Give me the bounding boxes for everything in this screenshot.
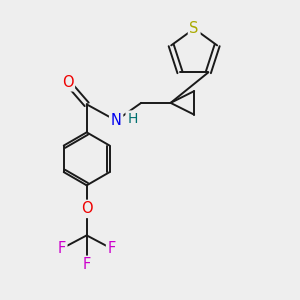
Text: O: O bbox=[62, 75, 74, 90]
Text: O: O bbox=[81, 201, 92, 216]
Text: F: F bbox=[58, 241, 66, 256]
Text: N: N bbox=[111, 113, 122, 128]
Text: F: F bbox=[82, 257, 91, 272]
Text: F: F bbox=[108, 241, 116, 256]
Text: H: H bbox=[127, 112, 137, 126]
Text: S: S bbox=[190, 21, 199, 36]
